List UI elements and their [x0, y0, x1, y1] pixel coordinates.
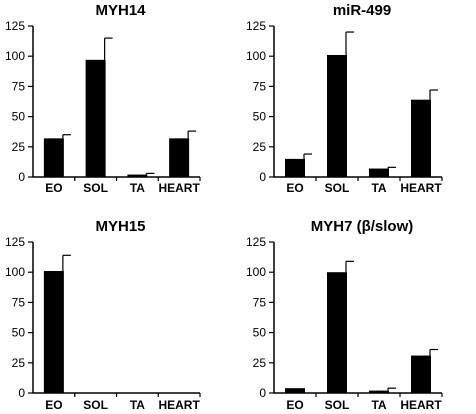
y-tick-label: 25: [12, 140, 26, 154]
y-tick-label: 100: [246, 265, 266, 279]
y-tick-label: 0: [259, 386, 266, 400]
x-category-label: HEART: [158, 398, 200, 412]
y-tick-label: 50: [253, 110, 267, 124]
y-tick-label: 0: [18, 170, 25, 184]
y-tick-label: 25: [12, 356, 26, 370]
y-tick-label: 0: [18, 386, 25, 400]
bar-heart: [411, 355, 431, 393]
y-tick-label: 75: [12, 295, 26, 309]
x-category-label: HEART: [400, 181, 442, 195]
y-tick-label: 50: [253, 326, 267, 340]
y-tick-label: 25: [253, 140, 267, 154]
chart-title: MYH15: [95, 218, 145, 235]
y-tick-label: 75: [253, 79, 267, 93]
x-category-label: TA: [130, 398, 145, 412]
chart-panel-1: MYH14 0 25 50 75 100 125 EO SOL TA HEART: [5, 2, 201, 195]
x-category-label: SOL: [325, 398, 350, 412]
y-tick-label: 100: [5, 265, 25, 279]
bar-heart: [169, 138, 190, 177]
y-tick-label: 25: [253, 356, 267, 370]
y-tick-label: 125: [5, 19, 25, 33]
bar-ta: [127, 174, 148, 177]
chart-title: MYH14: [95, 2, 146, 19]
x-category-label: HEART: [400, 398, 442, 412]
y-tick-label: 125: [246, 19, 266, 33]
y-tick-label: 125: [246, 235, 266, 249]
x-category-label: EO: [286, 181, 303, 195]
bar-sol: [327, 272, 347, 393]
chart-panel-2: miR-499 0 25 50 75 100 125 EO SOL TA HEART: [246, 2, 443, 195]
y-tick-label: 100: [5, 49, 25, 63]
y-tick-label: 125: [5, 235, 25, 249]
x-category-label: EO: [45, 181, 62, 195]
x-category-label: HEART: [158, 181, 200, 195]
chart-panel-4: MYH7 (β/slow) 0 25 50 75 100 125 EO SOL TA HEART: [246, 218, 443, 412]
x-category-label: TA: [371, 398, 386, 412]
chart-title: miR-499: [333, 2, 391, 19]
y-tick-label: 0: [259, 170, 266, 184]
bar-eo: [285, 158, 305, 177]
x-category-label: SOL: [83, 181, 108, 195]
y-tick-label: 100: [246, 49, 266, 63]
chart-panel-3: MYH15 0 25 50 75 100 125 EO SOL TA HEART: [5, 218, 201, 412]
x-category-label: TA: [130, 181, 145, 195]
x-category-label: EO: [45, 398, 62, 412]
bar-heart: [411, 99, 431, 177]
bar-ta: [369, 168, 389, 177]
chart-title: MYH7 (β/slow): [311, 218, 414, 235]
bar-eo: [43, 270, 64, 393]
y-tick-label: 50: [12, 110, 26, 124]
y-tick-label: 75: [12, 79, 26, 93]
bar-sol: [327, 54, 347, 177]
y-tick-label: 50: [12, 326, 26, 340]
bar-ta: [369, 390, 389, 393]
x-category-label: SOL: [325, 181, 350, 195]
x-category-label: SOL: [83, 398, 108, 412]
x-category-label: EO: [286, 398, 303, 412]
x-category-label: TA: [371, 181, 386, 195]
y-tick-label: 75: [253, 295, 267, 309]
bar-eo: [285, 388, 305, 393]
bar-eo: [43, 138, 64, 177]
bar-sol: [85, 59, 106, 177]
